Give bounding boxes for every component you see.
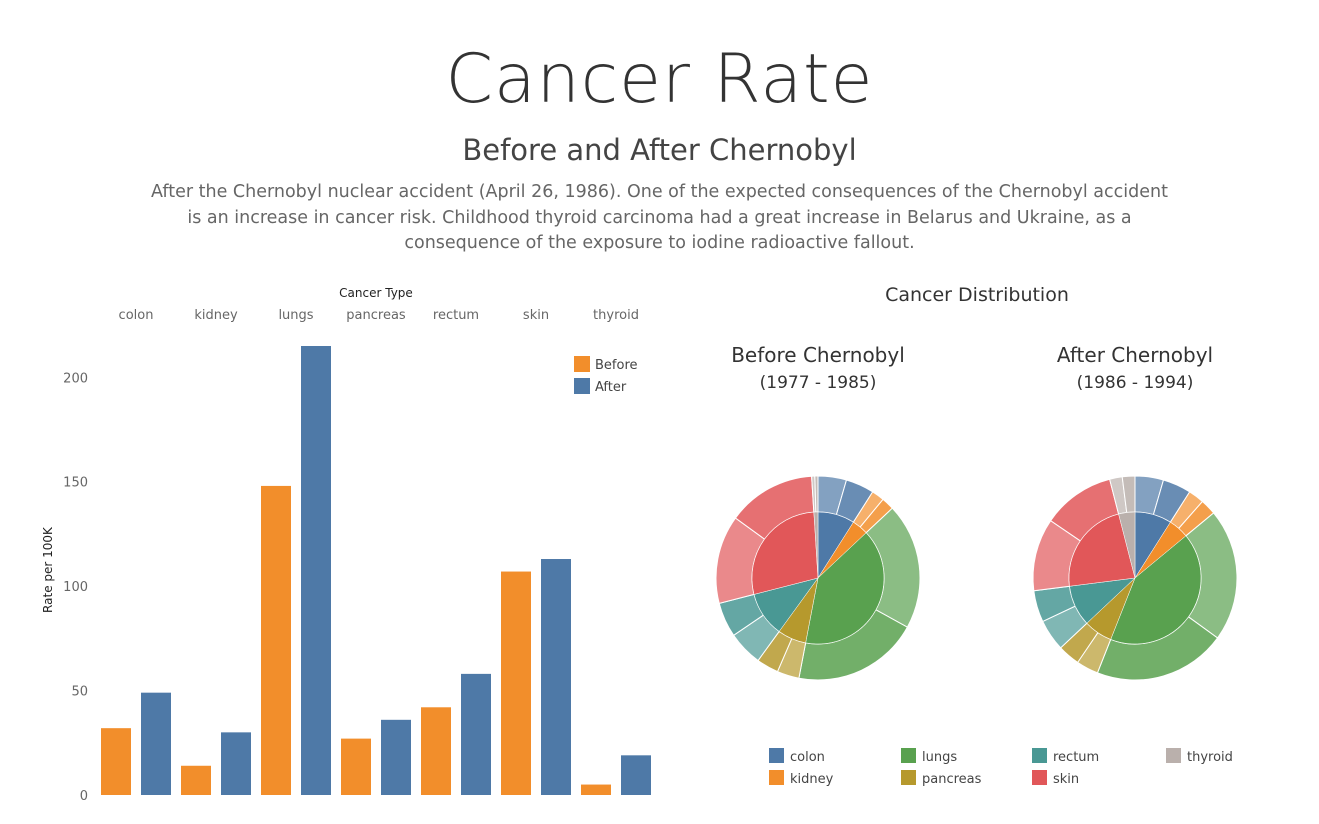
y-tick-label: 50 [71,685,88,700]
legend-label-lungs: lungs [922,750,957,765]
pie-slice-skin [1068,513,1136,587]
legend-label-rectum: rectum [1053,750,1099,765]
pie-subtitle: (1977 - 1985) [760,373,877,393]
legend-swatch-after [574,378,590,394]
bar-after-skin [541,559,571,795]
pie-slice-lungs [1110,535,1202,645]
category-label: skin [523,308,549,323]
legend-swatch-pancreas [901,770,916,785]
pie-slice-skin [751,511,819,595]
bar-before-thyroid [581,784,611,795]
legend-swatch-lungs [901,748,916,763]
legend-label-pancreas: pancreas [922,772,982,787]
y-tick-label: 100 [63,580,88,595]
legend-swatch-skin [1032,770,1047,785]
bar-after-thyroid [621,755,651,795]
y-tick-label: 0 [80,789,88,804]
y-tick-label: 150 [63,476,88,491]
bar-before-colon [101,728,131,795]
page-subtitle: Before and After Chernobyl [462,133,857,167]
bar-after-pancreas [381,719,411,795]
y-tick-label: 200 [63,371,88,386]
bar-chart: Cancer Type colon kidney lungs pancreas rectu… [41,286,651,804]
bar-before-kidney [181,765,211,795]
legend-swatch-kidney [769,770,784,785]
category-label: lungs [278,308,313,323]
pie-title: After Chernobyl [1057,343,1213,367]
bar-before-rectum [421,707,451,795]
bar-before-pancreas [341,738,371,795]
page-title: Cancer Rate [445,40,874,119]
pie-subtitle: (1986 - 1994) [1077,373,1194,393]
bar-before-skin [501,571,531,795]
legend-label-kidney: kidney [790,772,834,787]
bar-before-lungs [261,485,291,795]
category-label: pancreas [346,308,406,323]
legend-label-colon: colon [790,750,825,765]
bar-after-colon [141,692,171,795]
pie-slice-outer-thyroid [814,475,819,513]
category-label: colon [119,308,154,323]
legend-swatch-thyroid [1166,748,1181,763]
legend-label-before: Before [595,358,638,373]
pie-slice-thyroid [1118,511,1136,579]
category-label: thyroid [593,308,639,323]
pie-slice-thyroid [813,511,819,579]
category-label: kidney [194,308,238,323]
legend-label-skin: skin [1053,772,1079,787]
x-axis-title: Cancer Type [339,286,413,300]
legend-swatch-colon [769,748,784,763]
legend-label-thyroid: thyroid [1187,750,1233,765]
bar-after-rectum [461,673,491,795]
bar-after-kidney [221,732,251,795]
category-label: rectum [433,308,479,323]
legend-swatch-before [574,356,590,372]
pie-section-title: Cancer Distribution [885,284,1069,306]
pie-title: Before Chernobyl [731,343,905,367]
pie-charts: Cancer Distribution Before Chernobyl (1977… [715,284,1238,787]
bar-after-lungs [301,346,331,795]
y-axis-title: Rate per 100K [41,526,55,613]
legend-label-after: After [595,380,627,395]
page-description: After the Chernobyl nuclear accident (Ap… [151,182,1168,253]
legend-swatch-rectum [1032,748,1047,763]
pie-slice-lungs [805,532,885,645]
